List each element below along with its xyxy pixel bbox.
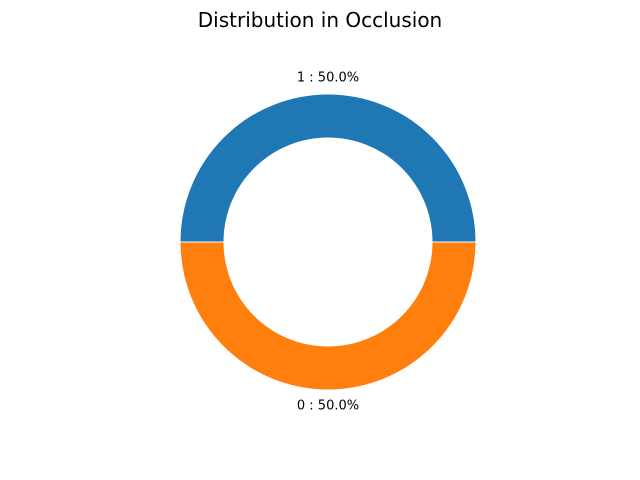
slice-label-0: 0 : 50.0%: [297, 399, 359, 414]
donut-slice-0: [179, 241, 477, 391]
slice-label-1: 1 : 50.0%: [297, 71, 359, 86]
donut-slice-1: [179, 93, 477, 243]
donut-slices: [179, 93, 477, 391]
slice-labels: 1 : 50.0% 0 : 50.0%: [297, 71, 359, 414]
chart-title: Distribution in Occlusion: [198, 8, 442, 32]
